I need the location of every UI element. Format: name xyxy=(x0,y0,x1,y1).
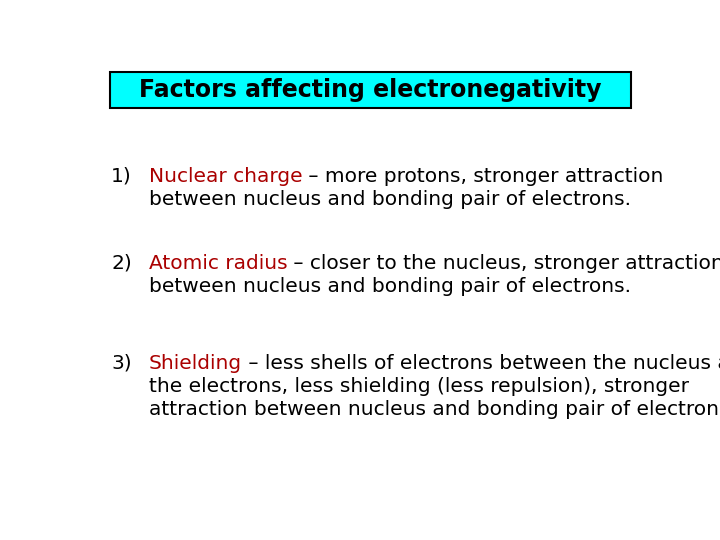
Text: attraction between nucleus and bonding pair of electrons.: attraction between nucleus and bonding p… xyxy=(148,400,720,419)
FancyBboxPatch shape xyxy=(109,72,631,109)
Text: 3): 3) xyxy=(111,354,132,373)
Text: between nucleus and bonding pair of electrons.: between nucleus and bonding pair of elec… xyxy=(148,277,631,296)
Text: – closer to the nucleus, stronger attraction: – closer to the nucleus, stronger attrac… xyxy=(287,254,720,273)
Text: the electrons, less shielding (less repulsion), stronger: the electrons, less shielding (less repu… xyxy=(148,377,688,396)
Text: – more protons, stronger attraction: – more protons, stronger attraction xyxy=(302,167,664,186)
Text: Factors affecting electronegativity: Factors affecting electronegativity xyxy=(139,78,602,102)
Text: – less shells of electrons between the nucleus and: – less shells of electrons between the n… xyxy=(242,354,720,373)
Text: Atomic radius: Atomic radius xyxy=(148,254,287,273)
Text: Nuclear charge: Nuclear charge xyxy=(148,167,302,186)
Text: 1): 1) xyxy=(111,167,132,186)
Text: 2): 2) xyxy=(111,254,132,273)
Text: Shielding: Shielding xyxy=(148,354,242,373)
Text: between nucleus and bonding pair of electrons.: between nucleus and bonding pair of elec… xyxy=(148,190,631,208)
